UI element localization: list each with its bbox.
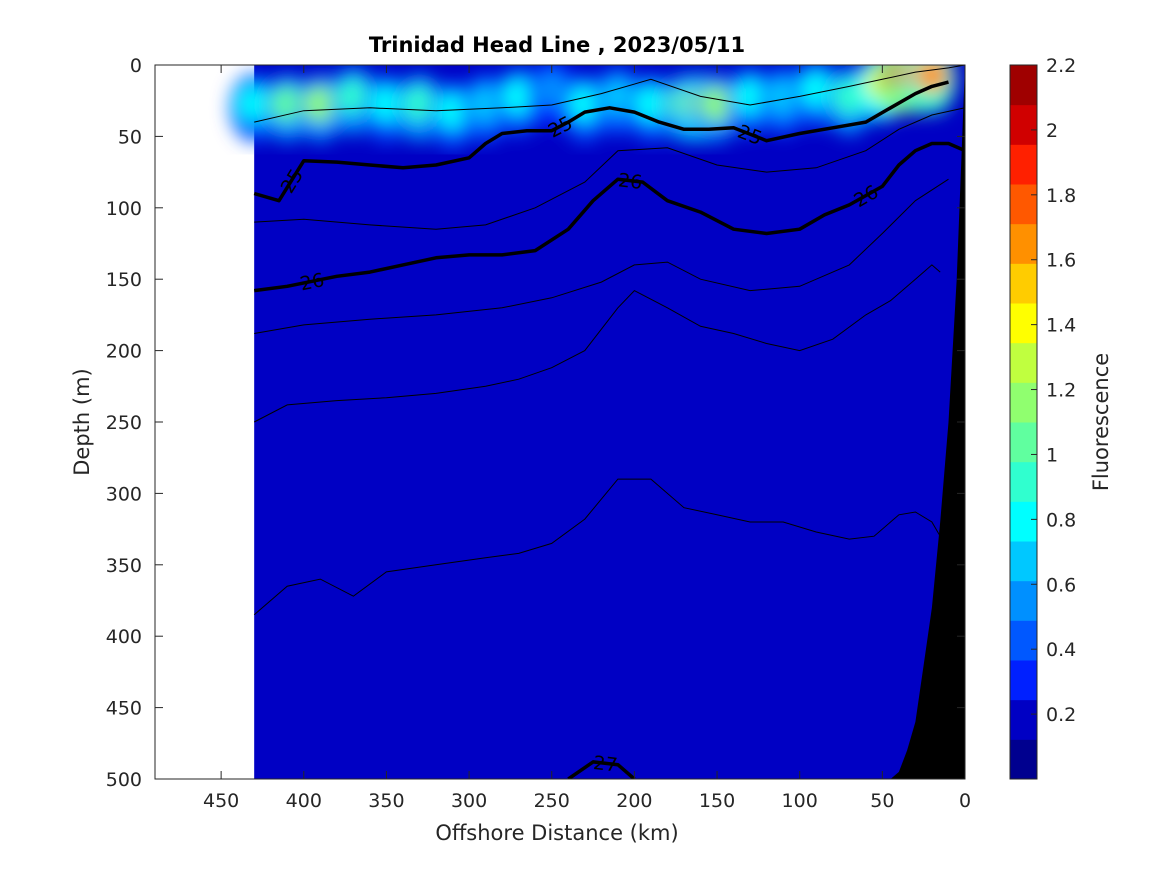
fluorescence-blobs <box>230 65 956 149</box>
contour-label: 27 <box>592 752 619 777</box>
thin-density-contour <box>253 478 941 616</box>
colorbar-tick-label: 0.6 <box>1046 574 1076 596</box>
colorbar-tick-label: 2 <box>1046 120 1058 142</box>
thin-density-contour <box>254 107 965 230</box>
y-tick-label: 500 <box>106 769 142 791</box>
colorbar-segment <box>1010 223 1037 264</box>
colorbar-segment <box>1010 461 1037 502</box>
x-axis: 450 400 350 300 250 200 150 100 50 0 <box>203 65 971 812</box>
colorbar-segment <box>1010 660 1037 701</box>
x-axis-label: Offshore Distance (km) <box>435 821 678 845</box>
fluorescence-field <box>230 65 956 149</box>
fluorescence-cell-core <box>535 71 568 108</box>
colorbar: 0.2 0.4 0.6 0.8 1 1.2 1.4 1.6 1.8 2 2.2 <box>1009 55 1076 780</box>
y-tick-label: 150 <box>106 269 142 291</box>
colorbar-segment <box>1010 422 1037 463</box>
colorbar-segment <box>1010 144 1037 185</box>
colorbar-segment <box>1010 699 1037 740</box>
fluorescence-cell-core <box>734 78 767 115</box>
colorbar-segment <box>1010 382 1037 423</box>
colorbar-segment <box>1010 620 1037 661</box>
x-tick-label: 450 <box>203 790 239 812</box>
y-tick-label: 400 <box>106 626 142 648</box>
density-contour-25 <box>253 80 949 203</box>
fluorescence-cell-core <box>634 85 667 122</box>
y-tick-label: 250 <box>106 412 142 434</box>
colorbar-segment <box>1010 739 1037 780</box>
x-tick-label: 200 <box>616 790 652 812</box>
colorbar-segment <box>1010 501 1037 542</box>
colorbar-segment <box>1010 184 1037 225</box>
fluorescence-cell-core <box>469 85 502 122</box>
fluorescence-cell-core <box>800 71 833 108</box>
thin-density-contour <box>253 264 941 423</box>
colorbar-frame <box>1009 64 1038 780</box>
colorbar-tick-label: 1.4 <box>1046 315 1076 337</box>
colorbar-tick-label: 2.2 <box>1046 55 1076 77</box>
thin-density-contour <box>254 178 949 334</box>
fluorescence-cell-core <box>337 78 370 115</box>
fluorescence-cell-core <box>767 78 800 115</box>
colorbar-tick-label: 1.8 <box>1046 185 1076 207</box>
thin-density-contour <box>254 65 965 123</box>
fluorescence-cell-core <box>915 65 948 94</box>
chart-title: Trinidad Head Line , 2023/05/11 <box>369 33 745 57</box>
x-tick-label: 400 <box>286 790 322 812</box>
y-tick-label: 450 <box>106 698 142 720</box>
colorbar-segment <box>1010 580 1037 621</box>
contour-label: 26 <box>617 169 644 194</box>
x-tick-label: 250 <box>534 790 570 812</box>
fluorescence-cell-core <box>238 85 271 122</box>
colorbar-tick-label: 1.6 <box>1046 250 1076 272</box>
data-field-base <box>254 65 966 779</box>
colorbar-tick-label: 1.2 <box>1046 380 1076 402</box>
colorbar-segment <box>1010 104 1037 145</box>
colorbar-tick-label: 0.2 <box>1046 704 1076 726</box>
fluorescence-cell-core <box>403 85 436 122</box>
y-axis: 0 50 100 150 200 250 300 350 400 450 500 <box>106 55 965 791</box>
contour-label-text: 26 <box>298 269 326 295</box>
colorbar-tick-label: 1 <box>1046 444 1058 466</box>
colorbar-segment <box>1010 541 1037 582</box>
x-tick-label: 350 <box>368 790 404 812</box>
x-tick-label: 50 <box>870 790 894 812</box>
fluorescence-cell-core <box>701 85 734 122</box>
bathymetry-seafloor <box>890 65 965 779</box>
x-tick-label: 100 <box>782 790 818 812</box>
fluorescence-cell-core <box>502 78 535 115</box>
density-contours <box>253 80 965 779</box>
colorbar-label: Fluorescence <box>1089 353 1113 491</box>
fluorescence-cell-core <box>601 78 634 115</box>
x-tick-label: 300 <box>451 790 487 812</box>
colorbar-tick-label: 0.8 <box>1046 509 1076 531</box>
y-tick-label: 200 <box>106 341 142 363</box>
y-tick-label: 50 <box>118 126 142 148</box>
fluorescence-cell-core <box>370 85 403 122</box>
colorbar-segment <box>1010 342 1037 383</box>
colorbar-segment <box>1010 303 1037 344</box>
colorbar-segment <box>1010 263 1037 304</box>
fluorescence-cell-core <box>436 92 469 129</box>
y-tick-label: 350 <box>106 555 142 577</box>
colorbar-segment <box>1010 65 1037 106</box>
contour-label-text: 27 <box>592 752 619 777</box>
density-contour-26 <box>253 141 965 293</box>
contour-label: 26 <box>298 269 326 295</box>
x-tick-label: 0 <box>959 790 971 812</box>
y-axis-label: Depth (m) <box>70 368 94 475</box>
y-tick-label: 0 <box>130 55 142 77</box>
y-tick-label: 100 <box>106 198 142 220</box>
fluorescence-cell-core <box>304 85 337 122</box>
contour-label-text: 26 <box>617 169 644 194</box>
thin-density-contours <box>253 65 965 616</box>
density-contour-27 <box>567 760 636 779</box>
fluorescence-cell-core <box>568 85 601 122</box>
x-tick-label: 150 <box>699 790 735 812</box>
y-tick-label: 300 <box>106 483 142 505</box>
colorbar-tick-label: 0.4 <box>1046 639 1076 661</box>
